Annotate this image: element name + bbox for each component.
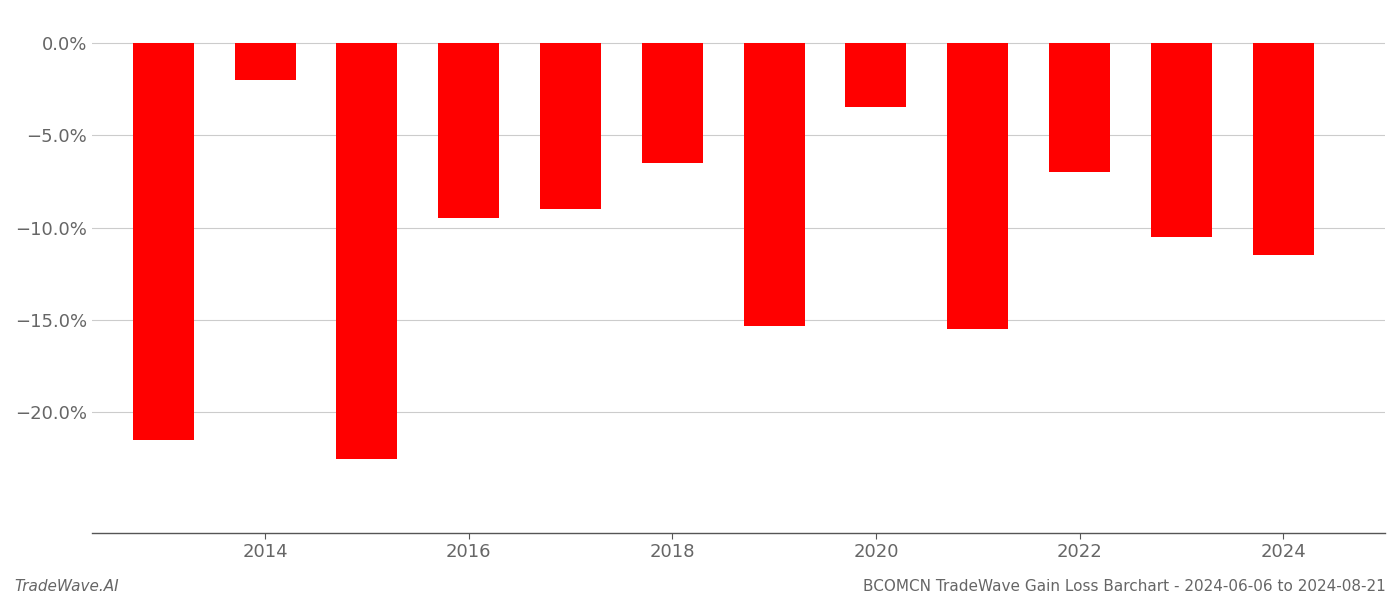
Bar [1049, 43, 1110, 172]
Text: BCOMCN TradeWave Gain Loss Barchart - 2024-06-06 to 2024-08-21: BCOMCN TradeWave Gain Loss Barchart - 20… [864, 579, 1386, 594]
Bar [540, 43, 601, 209]
Text: TradeWave.AI: TradeWave.AI [14, 579, 119, 594]
Bar [1253, 43, 1313, 256]
Bar [948, 43, 1008, 329]
Bar [438, 43, 500, 218]
Bar [846, 43, 906, 107]
Bar [235, 43, 295, 80]
Bar [336, 43, 398, 458]
Bar [1151, 43, 1212, 237]
Bar [133, 43, 193, 440]
Bar [743, 43, 805, 326]
Bar [641, 43, 703, 163]
